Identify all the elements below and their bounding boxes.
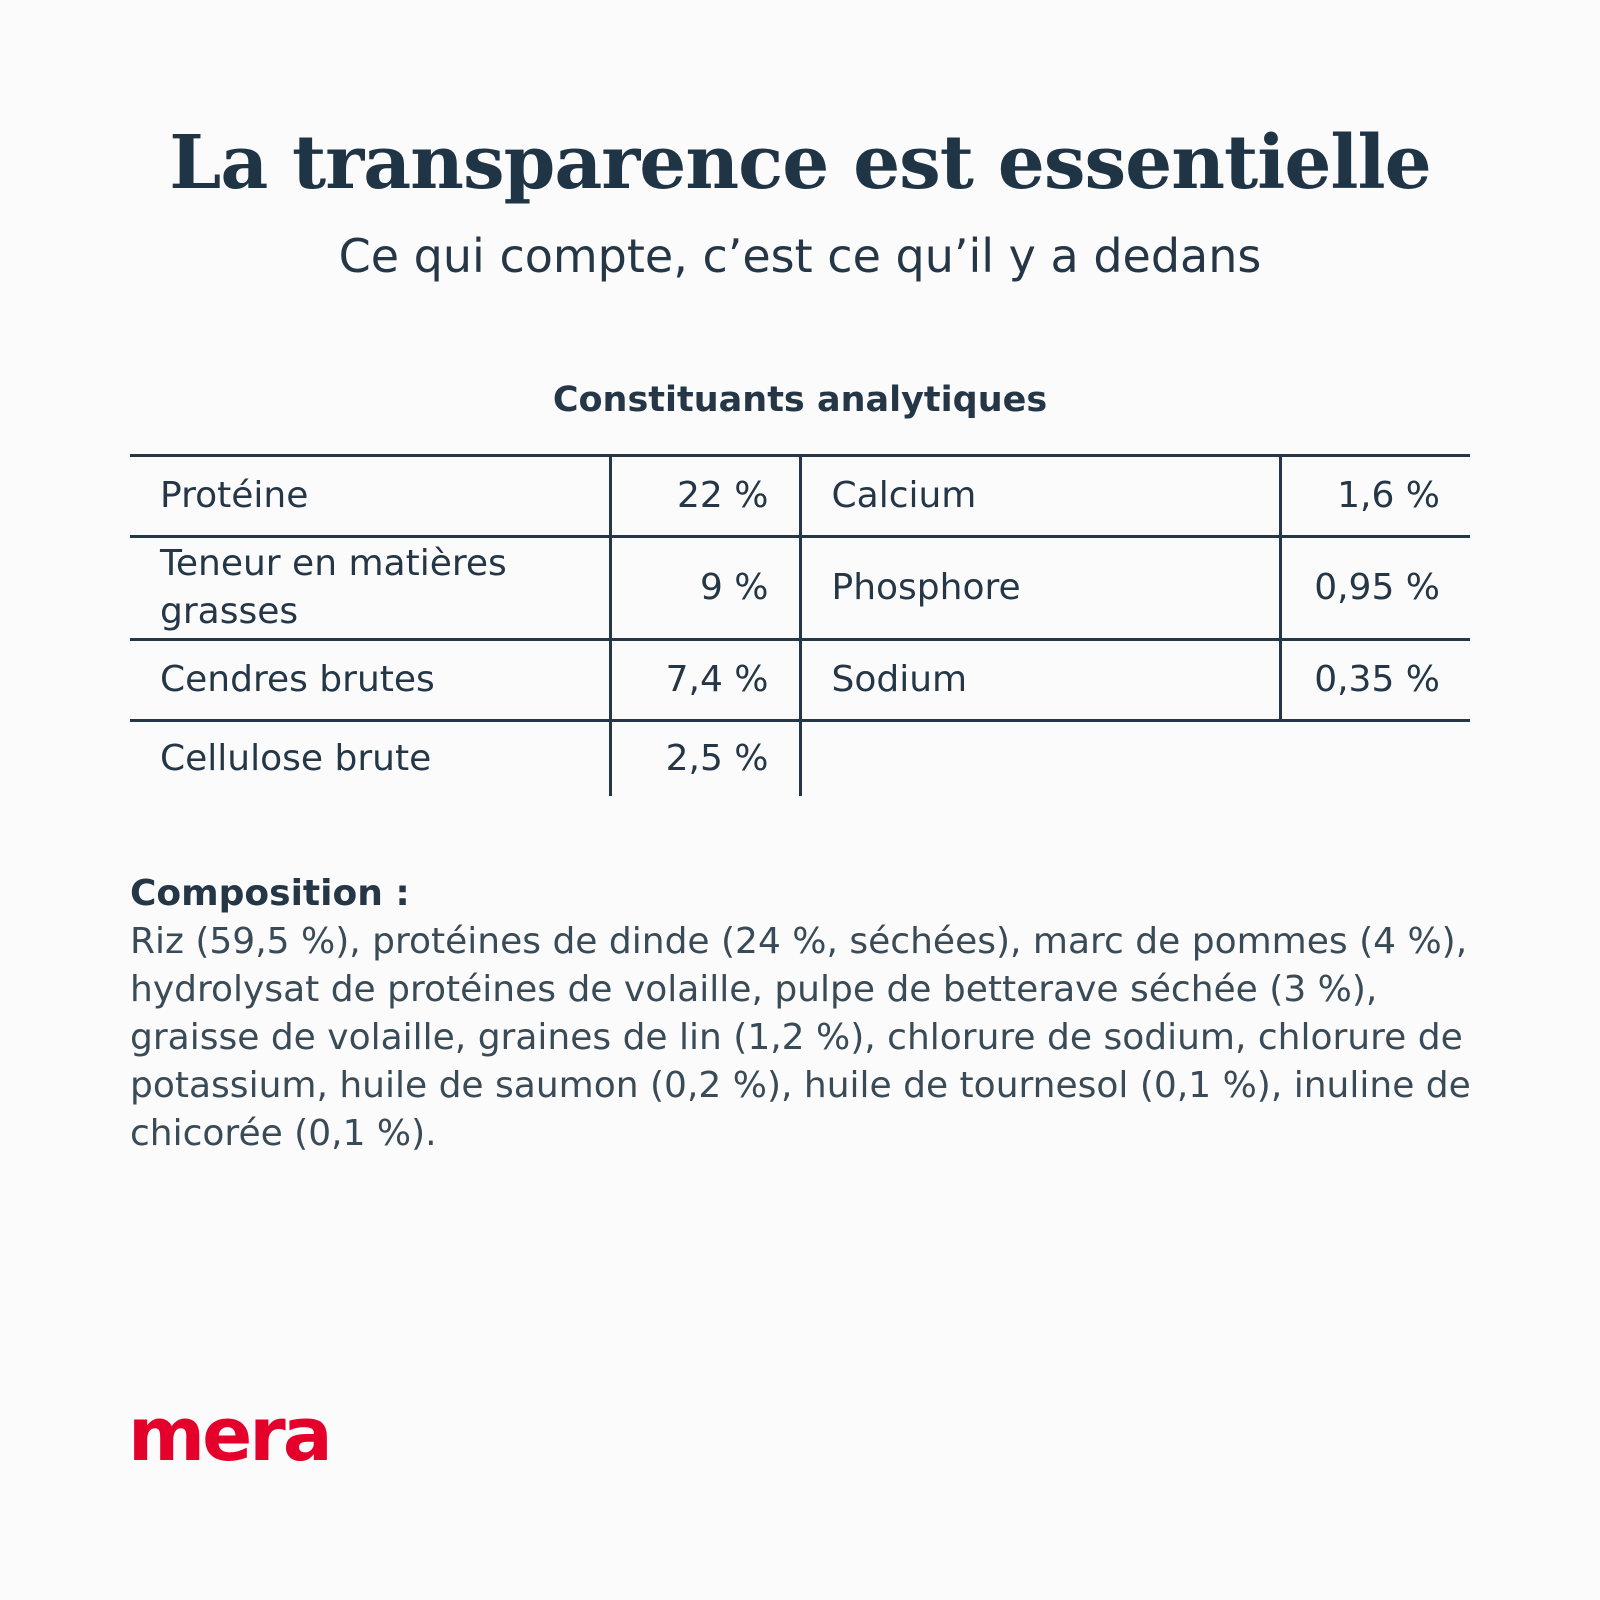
composition-label: Composition : xyxy=(130,873,410,914)
constituent-value: 9 % xyxy=(608,536,802,641)
table-row: Teneur en matières grasses 9 % Phosphore… xyxy=(130,536,1470,641)
analytical-constituents-table: Protéine 22 % Calcium 1,6 % Teneur en ma… xyxy=(130,454,1470,796)
composition-text: Riz (59,5 %), protéines de dinde (24 %, … xyxy=(130,921,1471,1154)
table-row: Protéine 22 % Calcium 1,6 % xyxy=(130,454,1470,538)
table-row: Cendres brutes 7,4 % Sodium 0,35 % xyxy=(130,639,1470,722)
empty-cell xyxy=(1280,721,1470,797)
table-row: Cellulose brute 2,5 % xyxy=(130,720,1470,797)
constituent-name: Teneur en matières grasses xyxy=(130,536,610,641)
mera-logo: mera xyxy=(128,1392,333,1478)
constituent-name: Protéine xyxy=(130,454,610,538)
constituent-value: 22 % xyxy=(608,454,802,538)
constituent-value: 0,35 % xyxy=(1278,639,1470,722)
empty-cell xyxy=(800,721,1280,797)
page-title: La transparence est essentielle xyxy=(169,120,1431,206)
constituent-name: Cendres brutes xyxy=(130,639,610,722)
constituent-value: 2,5 % xyxy=(608,720,802,796)
constituent-name: Phosphore xyxy=(800,536,1280,641)
constituent-name: Cellulose brute xyxy=(160,738,432,779)
page-subtitle: Ce qui compte, c’est ce qu’il y a dedans xyxy=(338,229,1262,283)
constituent-name: Calcium xyxy=(800,454,1280,538)
constituent-value: 0,95 % xyxy=(1278,536,1470,641)
constituent-name: Sodium xyxy=(800,639,1280,722)
constituent-value: 7,4 % xyxy=(608,639,802,722)
constituent-value: 1,6 % xyxy=(1278,454,1470,538)
analytical-table-heading: Constituants analytiques xyxy=(552,380,1048,420)
composition-section: Composition : Riz (59,5 %), protéines de… xyxy=(130,870,1480,1158)
